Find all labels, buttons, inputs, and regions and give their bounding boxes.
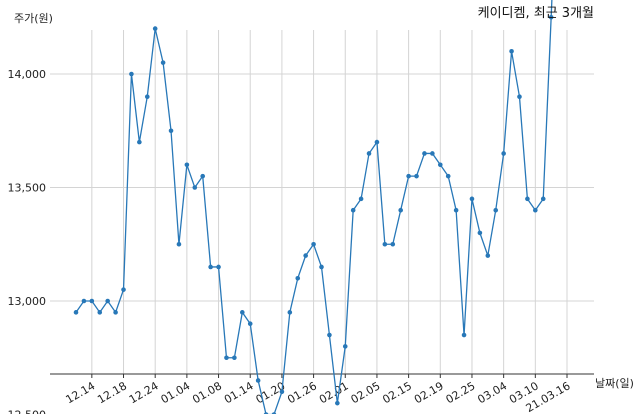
grid [50, 30, 594, 374]
x-tick-label: 03.04 [475, 379, 509, 406]
data-point [509, 49, 514, 54]
data-point [430, 151, 435, 156]
data-point [327, 332, 332, 338]
data-point [176, 241, 182, 247]
x-tick-label: 02.01 [317, 379, 351, 406]
y-tick-label: 12,500 [8, 409, 47, 414]
x-tick-label: 02.15 [380, 379, 414, 406]
data-point [184, 162, 190, 168]
data-point [311, 241, 316, 247]
data-point [97, 310, 103, 315]
data-point [240, 310, 245, 315]
data-point [374, 139, 380, 145]
y-tick-label: 14,000 [8, 68, 47, 81]
data-point [137, 139, 142, 145]
data-point [366, 151, 372, 156]
data-point [255, 378, 261, 383]
data-point [295, 276, 301, 281]
data-point [335, 400, 340, 406]
data-point [422, 151, 427, 156]
data-point [414, 173, 419, 179]
data-point [160, 60, 166, 65]
data-point [453, 207, 459, 213]
price-series [73, 0, 554, 414]
x-tick-label: 01.08 [190, 379, 224, 406]
data-point [390, 241, 396, 247]
x-tick-label: 01.04 [159, 379, 193, 406]
data-point [232, 355, 237, 361]
data-point [469, 196, 475, 202]
data-point [81, 298, 87, 304]
data-point [144, 94, 150, 99]
data-point [350, 207, 356, 213]
data-point [168, 128, 174, 134]
data-point [121, 287, 126, 292]
data-point [152, 26, 158, 31]
x-tick-label: 02.19 [412, 379, 446, 406]
data-point [485, 253, 491, 258]
data-point [525, 196, 530, 202]
data-point [279, 389, 285, 395]
data-point [113, 310, 118, 315]
axes: 12,50013,00013,50014,00014,50015,00012.1… [8, 68, 594, 414]
x-tick-label: 02.25 [444, 379, 478, 406]
data-point [129, 71, 134, 77]
chart-title: 케이디켐, 최근 3개월 [478, 6, 594, 21]
data-point [477, 230, 483, 236]
x-tick-label: 01.26 [285, 379, 319, 406]
data-point [105, 298, 110, 304]
x-tick-label: 12.18 [95, 379, 129, 406]
data-point [358, 196, 364, 202]
y-tick-label: 13,000 [8, 295, 47, 308]
labels: 케이디켐, 최근 3개월 주가(원) 날짜(일) [14, 6, 634, 390]
data-point [461, 332, 467, 338]
data-point [406, 173, 411, 179]
data-point [540, 196, 546, 202]
data-point [493, 207, 499, 213]
x-tick-label: 01.14 [222, 379, 256, 406]
data-point [89, 298, 95, 304]
data-point [208, 264, 213, 270]
series-line [75, 0, 553, 414]
data-point [533, 207, 538, 213]
data-point [287, 310, 293, 315]
data-point [216, 264, 221, 270]
x-tick-label: 12.14 [64, 379, 98, 406]
data-point [200, 173, 206, 179]
data-point [382, 241, 388, 247]
data-point [319, 264, 324, 270]
x-axis-label: 날짜(일) [595, 376, 634, 390]
data-point [501, 151, 506, 156]
x-tick-label: 12.24 [127, 379, 161, 406]
y-tick-label: 13,500 [8, 182, 47, 195]
y-axis-label: 주가(원) [14, 12, 53, 25]
data-point [192, 185, 198, 190]
data-point [303, 253, 308, 258]
data-point [247, 321, 253, 327]
data-point [342, 344, 348, 349]
data-point [517, 94, 522, 99]
data-point [224, 355, 229, 361]
data-point [398, 207, 403, 213]
x-tick-label: 02.05 [349, 379, 383, 406]
data-point [73, 310, 79, 315]
data-point [437, 162, 443, 168]
data-point [548, 14, 554, 20]
data-point [445, 173, 451, 179]
